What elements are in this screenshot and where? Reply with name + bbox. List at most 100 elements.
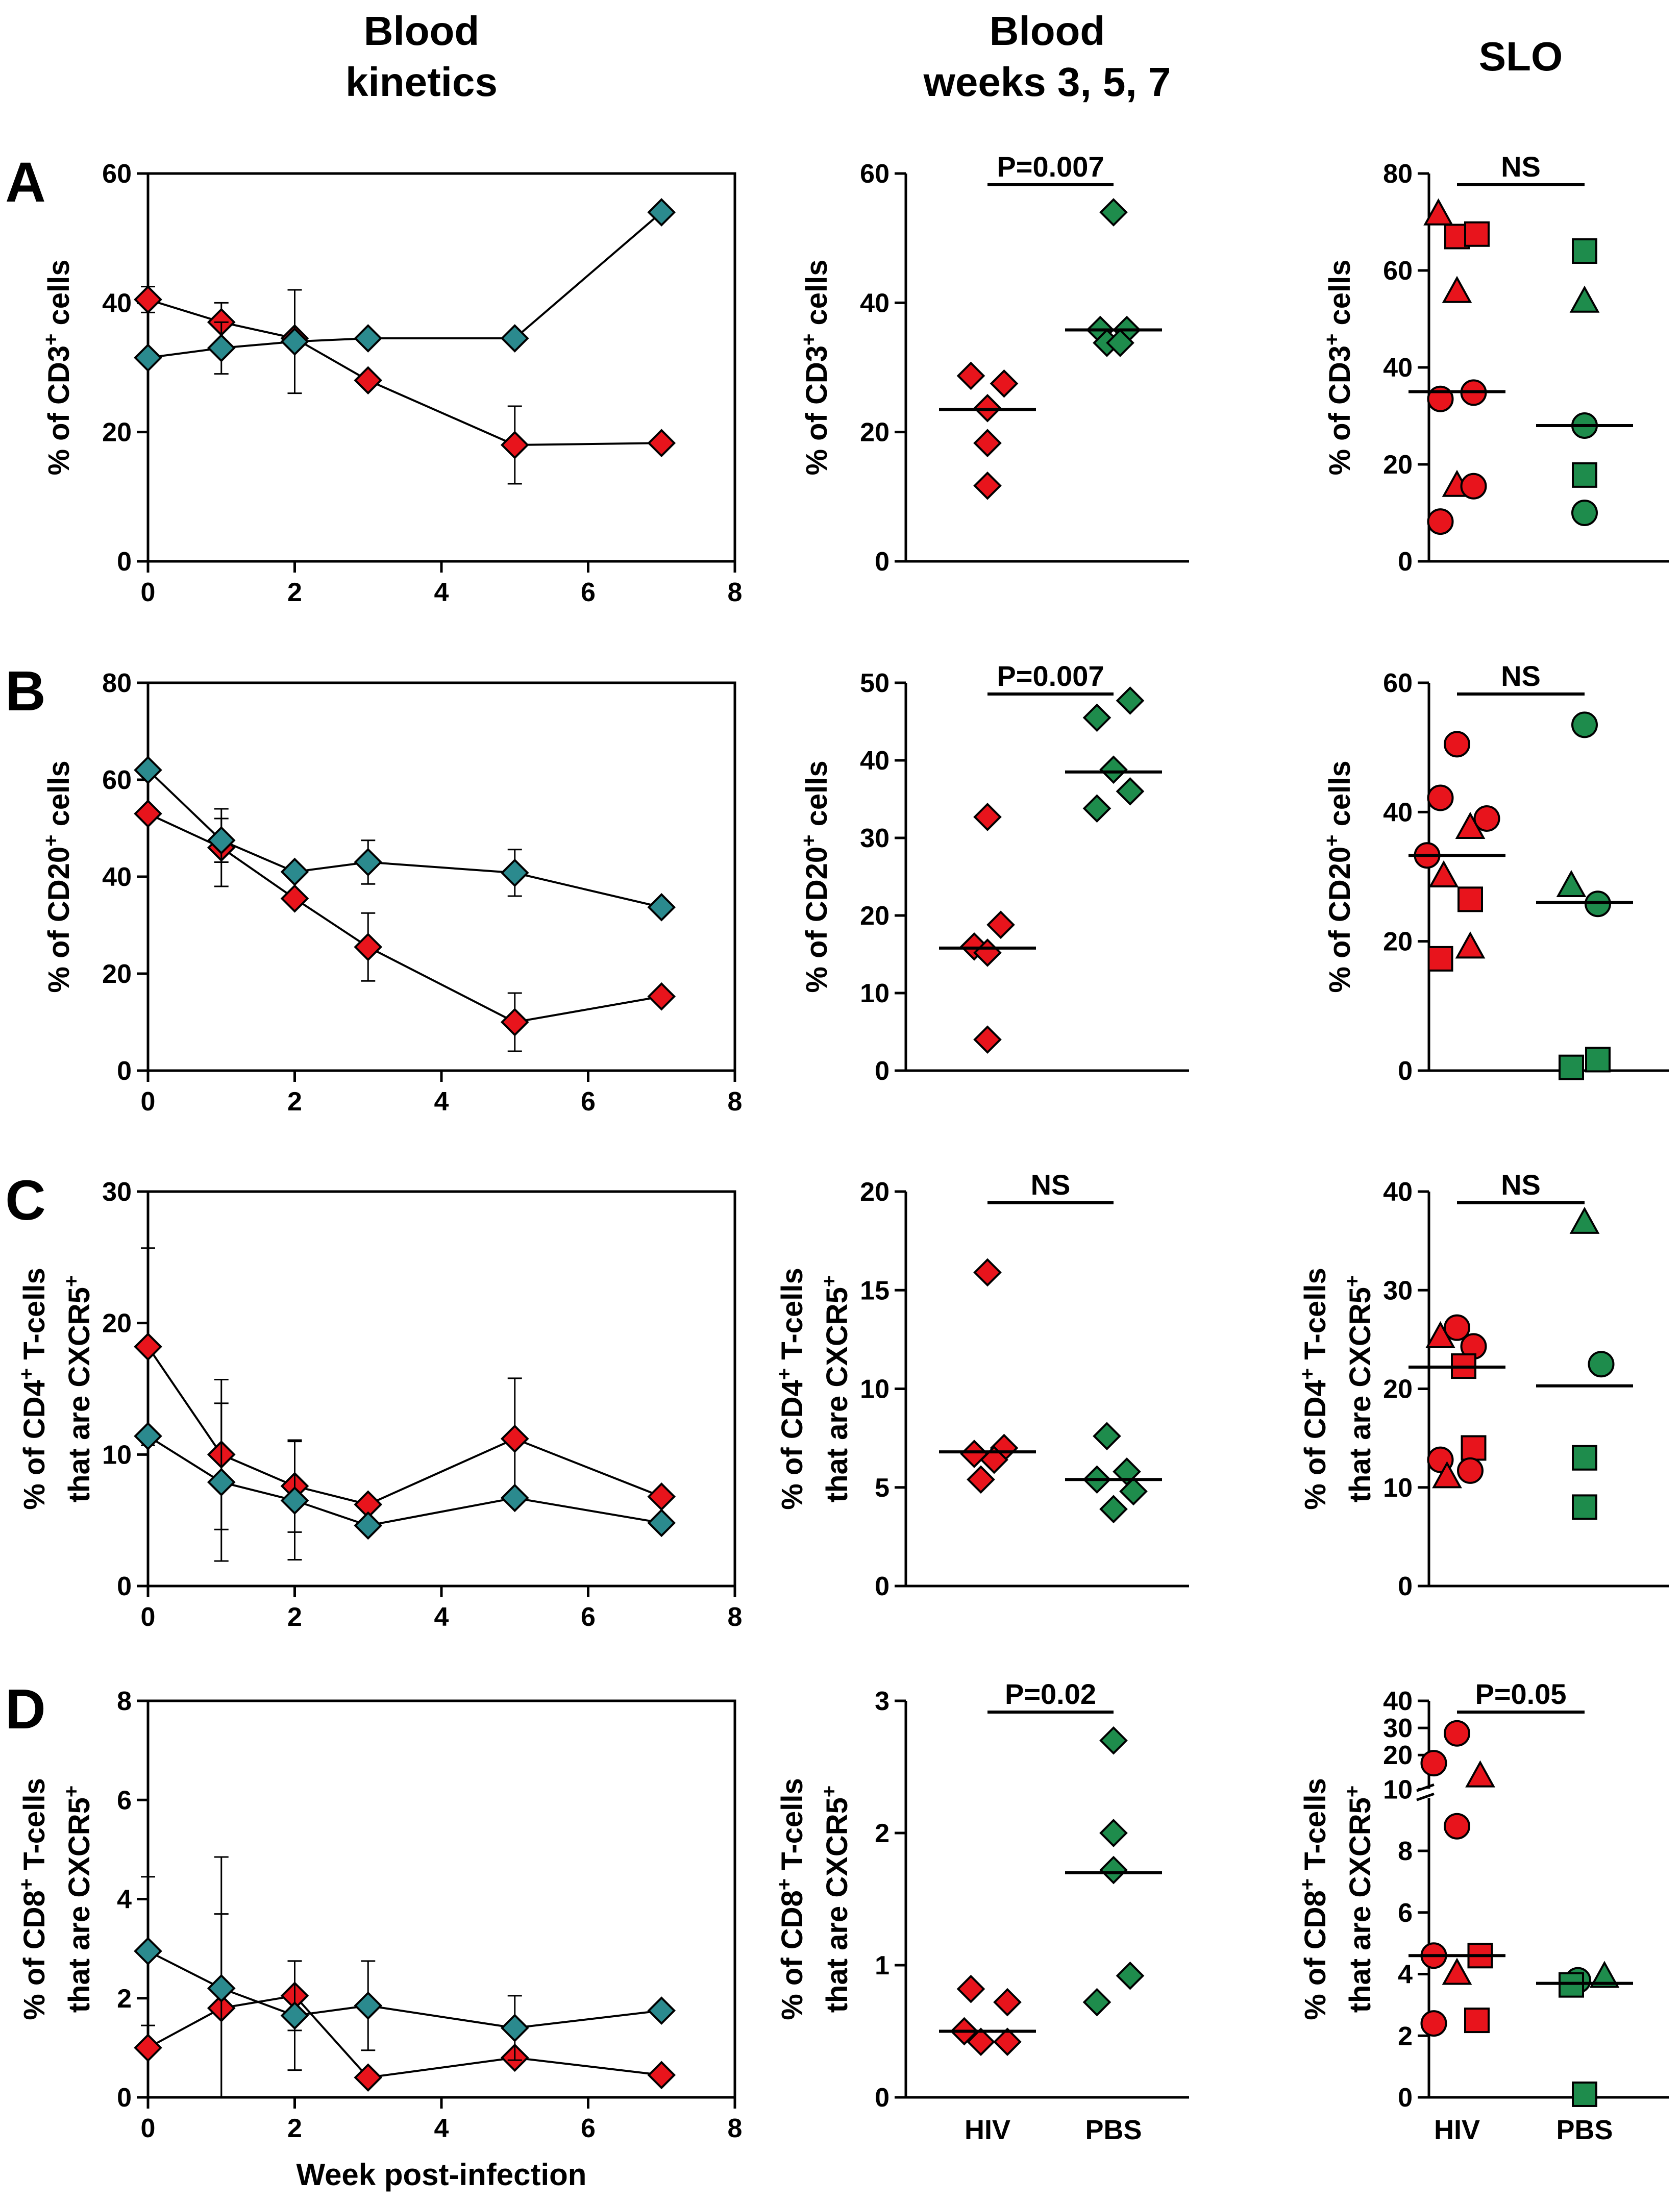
- y-tick-label: 30: [1383, 1276, 1413, 1305]
- y-axis-label: % of CD4+ T-cells that are CXCR5+: [1296, 1268, 1377, 1510]
- significance-label: P=0.02: [1005, 1678, 1096, 1710]
- plot-frame: [146, 1699, 736, 2099]
- y-tick-label: 5: [875, 1473, 890, 1503]
- y-tick-label: 10: [1383, 1473, 1413, 1503]
- point-diamond: [1099, 1819, 1128, 1847]
- y-label-tail: T-cells: [18, 1268, 51, 1368]
- data-point: [280, 327, 309, 356]
- point-triangle: [1425, 1321, 1455, 1349]
- y-label-main: % of CD8: [1299, 1890, 1332, 2020]
- y-tick-label: 40: [102, 288, 132, 318]
- point-circle: [1460, 473, 1487, 500]
- y-tick-label: 40: [1383, 353, 1413, 383]
- point-diamond: [973, 471, 1002, 500]
- data-point: [134, 756, 162, 784]
- y-label-main: that are CXCR5: [63, 1797, 96, 2013]
- data-point: [647, 1508, 676, 1538]
- point-square: [1461, 1435, 1487, 1461]
- group-pbs: [1065, 1422, 1162, 1524]
- series-line-hiv: [147, 1346, 662, 1506]
- data-point: [134, 799, 162, 828]
- y-label-main: % of CD4: [776, 1380, 809, 1510]
- y-tick-label: 0: [1398, 2083, 1413, 2113]
- group-pbs: [1536, 1206, 1633, 1520]
- x-category-label: HIV: [965, 2115, 1010, 2145]
- group-hiv: [1409, 198, 1505, 535]
- group-hiv: [939, 1974, 1036, 2057]
- y-label-tail: cells: [800, 760, 833, 834]
- series-pbs: [134, 756, 676, 922]
- y-axis-label: % of CD8+ T-cells that are CXCR5+: [15, 1778, 96, 2020]
- significance-label: NS: [1031, 1169, 1071, 1201]
- y-axis-label-line-2: that are CXCR5+: [1341, 1275, 1377, 1503]
- point-circle: [1444, 731, 1470, 758]
- y-label-main: % of CD20: [800, 847, 833, 993]
- y-tick-label: 40: [860, 746, 890, 776]
- x-category-label: HIV: [1434, 2115, 1480, 2145]
- point-square: [1464, 221, 1490, 247]
- group-hiv: [939, 803, 1036, 1054]
- point-diamond: [990, 369, 1019, 398]
- y-axis-label-line-1: % of CD20+ cells: [798, 760, 833, 993]
- y-tick-label: 30: [1383, 1714, 1413, 1743]
- y-label-main: % of CD8: [18, 1890, 51, 2020]
- y-label-main: % of CD8: [776, 1890, 809, 2020]
- column-header-blood-weeks-line1: Blood: [990, 8, 1105, 54]
- data-point: [647, 429, 676, 458]
- y-tick-label: 0: [117, 1056, 132, 1086]
- x-tick-label: 4: [434, 1087, 449, 1117]
- y-label-superscript: +: [1341, 1275, 1364, 1287]
- point-circle: [1571, 711, 1598, 738]
- y-axis-label: % of CD8+ T-cells that are CXCR5+: [1296, 1778, 1377, 2020]
- point-triangle: [1556, 870, 1587, 897]
- point-diamond: [1119, 1477, 1148, 1506]
- panel-c-slo: % of CD4+ T-cells that are CXCR5+01020304…: [1296, 1169, 1669, 1601]
- point-square: [1427, 946, 1453, 972]
- y-label-superscript: +: [15, 1878, 38, 1890]
- y-tick-label: 60: [860, 159, 890, 189]
- column-header-blood-weeks: Blood weeks 3, 5, 7: [923, 8, 1171, 105]
- y-tick-label: 20: [860, 1177, 890, 1207]
- point-circle: [1420, 2010, 1447, 2037]
- point-diamond: [973, 1258, 1002, 1287]
- y-label-main: that are CXCR5: [1344, 1797, 1377, 2013]
- row-label-d: D: [5, 1678, 45, 1741]
- y-label-superscript: +: [1321, 334, 1343, 345]
- y-label-superscript: +: [40, 834, 62, 846]
- y-label-superscript: +: [798, 834, 820, 846]
- group-pbs: [1536, 711, 1633, 1080]
- y-axis-label: % of CD4+ T-cells that are CXCR5+: [15, 1268, 96, 1510]
- point-triangle: [1428, 860, 1459, 887]
- point-circle: [1444, 1813, 1470, 1840]
- panel-a-blood-3-5-7: % of CD3+ cells 0 20 40 60 P=0.007: [798, 151, 1189, 577]
- series-line-pbs: [147, 211, 662, 359]
- data-point: [134, 285, 162, 314]
- y-label-superscript: +: [1296, 1878, 1319, 1890]
- significance-label: P=0.007: [997, 660, 1104, 692]
- y-tick-label: 4: [1398, 1960, 1413, 1990]
- y-axis-label-line-1: % of CD20+ cells: [40, 760, 76, 993]
- point-circle: [1427, 784, 1454, 811]
- y-label-superscript: +: [1321, 834, 1343, 846]
- y-tick-label: 20: [860, 901, 890, 931]
- y-label-superscript: +: [40, 334, 62, 345]
- y-tick-label: 40: [1383, 1687, 1413, 1716]
- panel-b-slo: % of CD20+ cells 0 20 40 60 NS: [1321, 660, 1669, 1086]
- y-axis-label-line-2: that are CXCR5+: [818, 1275, 854, 1503]
- y-label-superscript: +: [1296, 1368, 1319, 1380]
- y-axis-label-line-1: % of CD3+ cells: [1321, 259, 1356, 475]
- point-triangle: [1455, 931, 1486, 959]
- data-point: [134, 2034, 162, 2062]
- row-label-a: A: [5, 151, 45, 214]
- point-triangle: [1569, 285, 1600, 313]
- point-diamond: [1116, 1961, 1145, 1990]
- data-point: [207, 1974, 236, 2003]
- y-label-superscript: +: [818, 1275, 841, 1287]
- x-tick-label: 6: [581, 1087, 596, 1117]
- point-triangle: [1455, 811, 1486, 839]
- y-tick-label: 6: [117, 1786, 132, 1815]
- significance-label: NS: [1501, 660, 1541, 692]
- x-tick-label: 2: [287, 1602, 302, 1632]
- group-pbs: [1536, 238, 1633, 526]
